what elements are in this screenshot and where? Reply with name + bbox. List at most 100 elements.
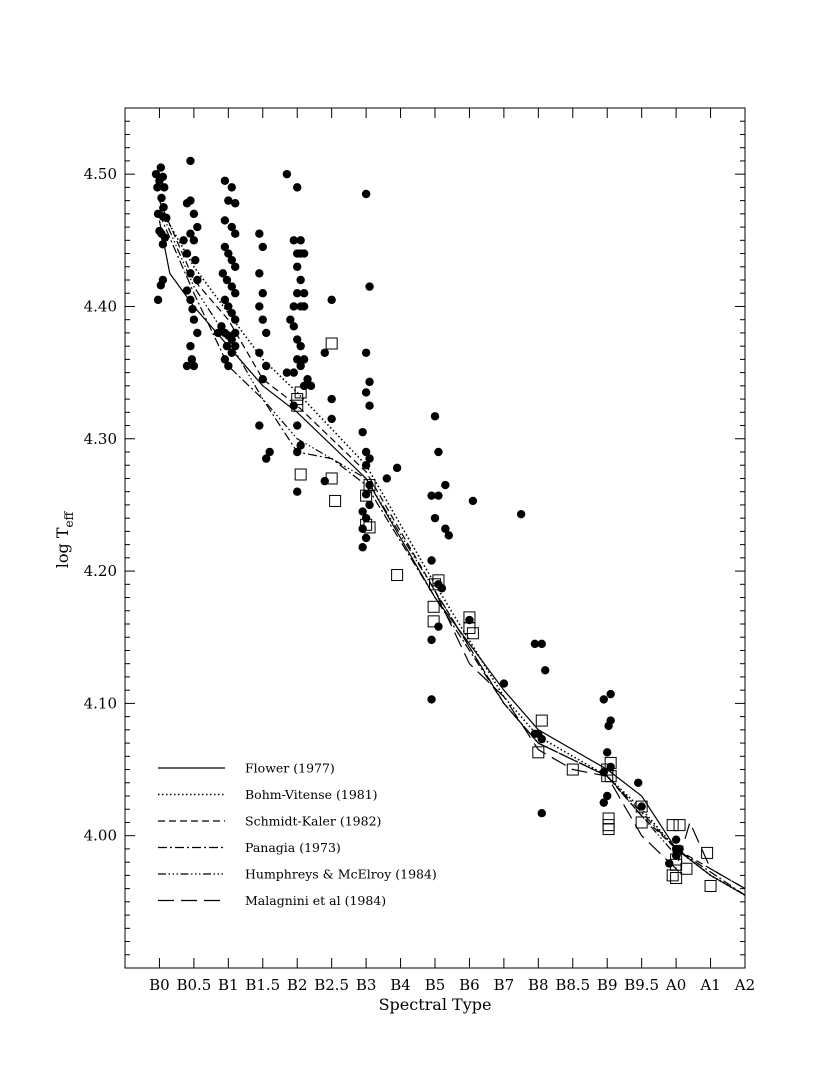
filled-circle-point	[430, 412, 440, 421]
filled-circle-point	[671, 835, 681, 844]
filled-circle-point	[158, 275, 168, 285]
filled-circle-point	[665, 859, 674, 868]
filled-circle-point	[255, 348, 264, 357]
filled-circle-point	[220, 242, 230, 252]
filled-circle-point	[156, 163, 166, 172]
x-tick-label: B2	[287, 976, 308, 994]
open-square-point	[325, 337, 338, 350]
filled-circle-point	[282, 169, 292, 179]
x-tick-label: B2.5	[314, 976, 349, 994]
legend-label: Humphreys & McElroy (1984)	[245, 867, 437, 882]
filled-circle-point	[157, 193, 166, 203]
filled-circle-point	[327, 394, 336, 404]
filled-circle-point	[289, 322, 298, 331]
filled-circle-point	[220, 355, 230, 364]
x-tick-label: A0	[665, 976, 686, 994]
filled-circle-point	[227, 308, 236, 318]
filled-circle-point	[358, 543, 367, 552]
filled-circle-point	[255, 421, 264, 430]
filled-circle-point	[392, 463, 402, 473]
open-square-point	[666, 819, 679, 832]
filled-circle-point	[213, 328, 223, 338]
filled-circle-point	[675, 844, 684, 854]
filled-circle-point	[444, 531, 453, 540]
filled-circle-point	[255, 302, 264, 311]
filled-circle-point	[227, 222, 236, 232]
axis-ticks	[125, 107, 746, 969]
filled-circle-point	[499, 679, 509, 688]
filled-circle-point	[186, 269, 195, 278]
filled-circle-point	[299, 289, 309, 298]
filled-circle-point	[231, 262, 240, 271]
x-tick-label: B4	[390, 976, 411, 994]
filled-circle-point	[296, 236, 305, 245]
open-square-point	[666, 869, 679, 882]
y-tick-label: 4.40	[84, 297, 117, 315]
open-square-point	[535, 714, 548, 727]
filled-circle-point	[182, 249, 192, 258]
filled-circle-point	[224, 302, 233, 311]
y-axis-label: log Teff	[53, 510, 76, 568]
filled-circle-point	[231, 341, 240, 351]
series-line	[434, 590, 745, 890]
series-line	[158, 206, 677, 856]
open-square-point	[602, 819, 615, 832]
y-tick-label: 4.30	[84, 430, 117, 448]
filled-circle-point	[179, 236, 188, 245]
filled-circle-point	[434, 491, 443, 500]
open-square-point	[363, 479, 376, 492]
filled-circle-point	[293, 421, 302, 430]
filled-circle-point	[153, 209, 163, 219]
filled-circle-point	[434, 622, 443, 631]
filled-circle-point	[541, 666, 550, 675]
filled-circle-point	[231, 199, 240, 208]
filled-circle-point	[262, 361, 271, 371]
y-axis-label-sub: eff	[62, 510, 76, 527]
legend-label: Panagia (1973)	[245, 840, 341, 855]
x-tick-label: B0.5	[176, 976, 211, 994]
filled-circle-point	[441, 524, 450, 533]
filled-circle-point	[255, 269, 264, 278]
filled-circle-point	[265, 447, 274, 457]
filled-circle-point	[606, 762, 615, 772]
filled-circle-point	[327, 295, 336, 305]
x-tick-label: B1	[218, 976, 239, 994]
filled-circle-point	[599, 767, 608, 777]
filled-circle-point	[182, 286, 192, 295]
series-line	[158, 200, 745, 890]
open-square-point	[602, 823, 615, 836]
filled-circle-point	[299, 302, 309, 311]
filled-circle-point	[227, 282, 236, 291]
filled-circle-point	[182, 361, 192, 371]
filled-circle-point	[186, 341, 195, 351]
x-tick-labels: B0 B0.5 B1 B1.5 B2 B2.5 B3 B4 B5 B6 B7 B8 B8.5 B9 B9.5…	[149, 976, 755, 994]
legend-label: Malagnini et al (1984)	[245, 893, 386, 908]
filled-circle-point	[516, 509, 526, 519]
open-square-point	[391, 569, 404, 582]
x-tick-label: A1	[699, 976, 720, 994]
filled-circle-point	[227, 348, 236, 357]
filled-circle-point	[320, 348, 329, 357]
filled-circle-point	[231, 315, 240, 324]
filled-circle-point	[282, 368, 292, 377]
filled-circle-point	[189, 236, 199, 245]
filled-circle-point	[189, 315, 199, 324]
filled-circle-point	[320, 476, 329, 486]
filled-circle-point	[231, 289, 240, 298]
filled-circle-point	[222, 341, 232, 351]
filled-circle-point	[365, 401, 374, 410]
y-tick-label: 4.50	[84, 165, 117, 183]
filled-circle-point	[220, 295, 230, 305]
filled-circle-point	[262, 328, 271, 338]
open-square-point	[329, 494, 342, 507]
open-square-point	[602, 812, 615, 825]
open-square-point	[427, 600, 440, 613]
filled-circle-point	[361, 189, 371, 199]
filled-circle-point	[365, 377, 374, 387]
plot-frame	[124, 107, 746, 969]
filled-circle-point	[186, 196, 195, 205]
filled-circle-point	[153, 295, 163, 305]
filled-circle-point	[155, 226, 164, 236]
filled-circle-point	[162, 213, 171, 223]
